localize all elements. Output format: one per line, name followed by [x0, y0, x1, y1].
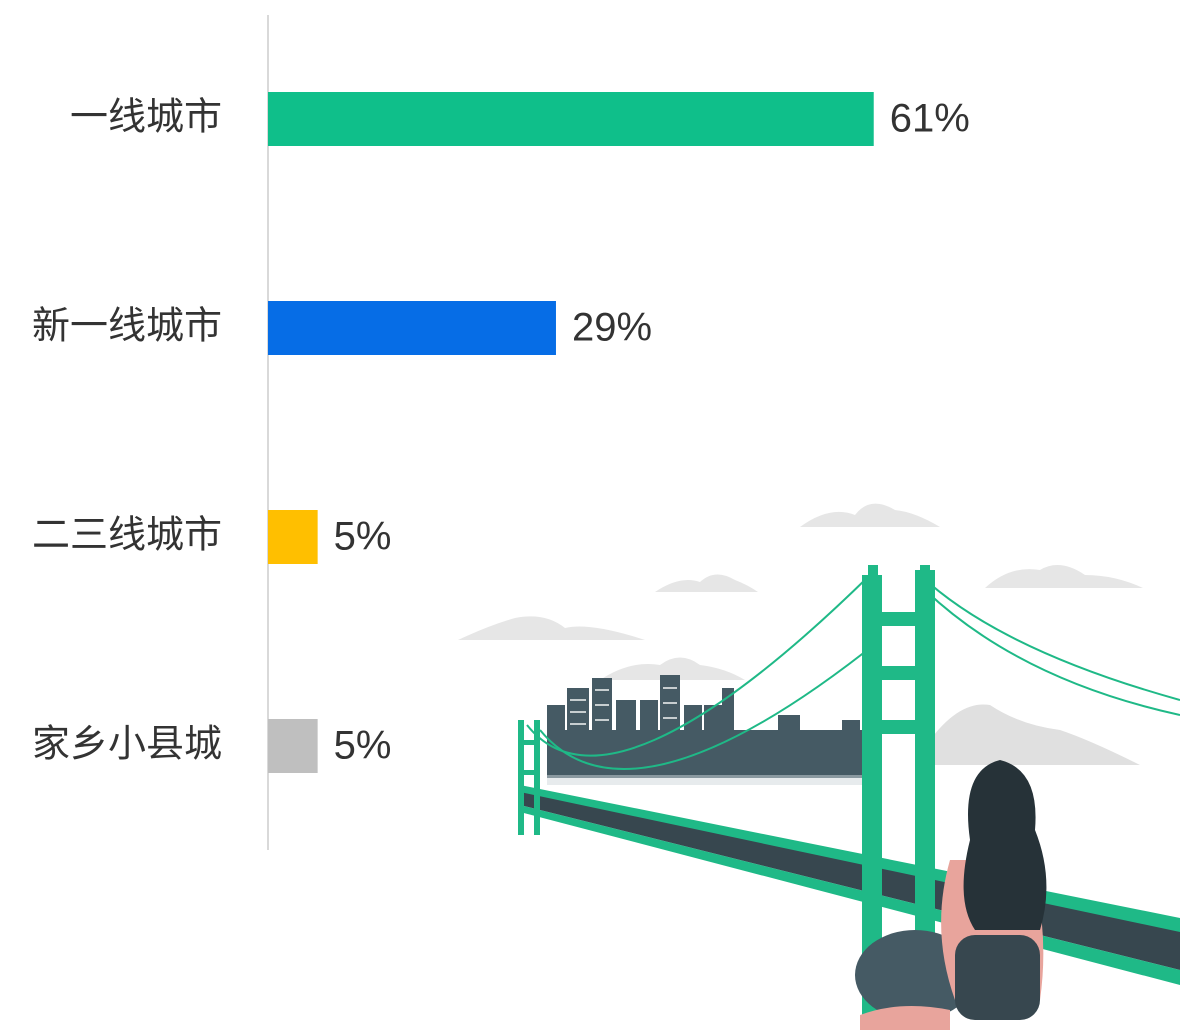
bridge-truss	[520, 805, 1180, 985]
water	[547, 775, 877, 785]
mountain	[930, 704, 1140, 765]
value-label: 29%	[572, 306, 652, 350]
small-tower	[518, 720, 540, 835]
cloud	[458, 616, 645, 640]
category-label: 二三线城市	[32, 513, 222, 557]
chart: 一线城市 61% 新一线城市 29% 二三线城市 5% 家乡小县城 5%	[0, 0, 1180, 1032]
category-label: 家乡小县城	[32, 722, 222, 766]
bar	[268, 301, 556, 355]
illustration	[458, 504, 1180, 1030]
bridge-rail	[520, 785, 1180, 932]
bar	[268, 719, 318, 773]
category-label: 一线城市	[70, 95, 222, 139]
value-label: 5%	[334, 724, 392, 768]
bar	[268, 92, 874, 146]
value-label: 5%	[334, 515, 392, 559]
cloud	[800, 504, 940, 527]
bridge-deck	[520, 790, 1180, 970]
cloud	[985, 565, 1143, 588]
value-label: 61%	[890, 97, 970, 141]
category-label: 新一线城市	[32, 304, 222, 348]
bar	[268, 510, 318, 564]
cloud	[655, 574, 758, 592]
